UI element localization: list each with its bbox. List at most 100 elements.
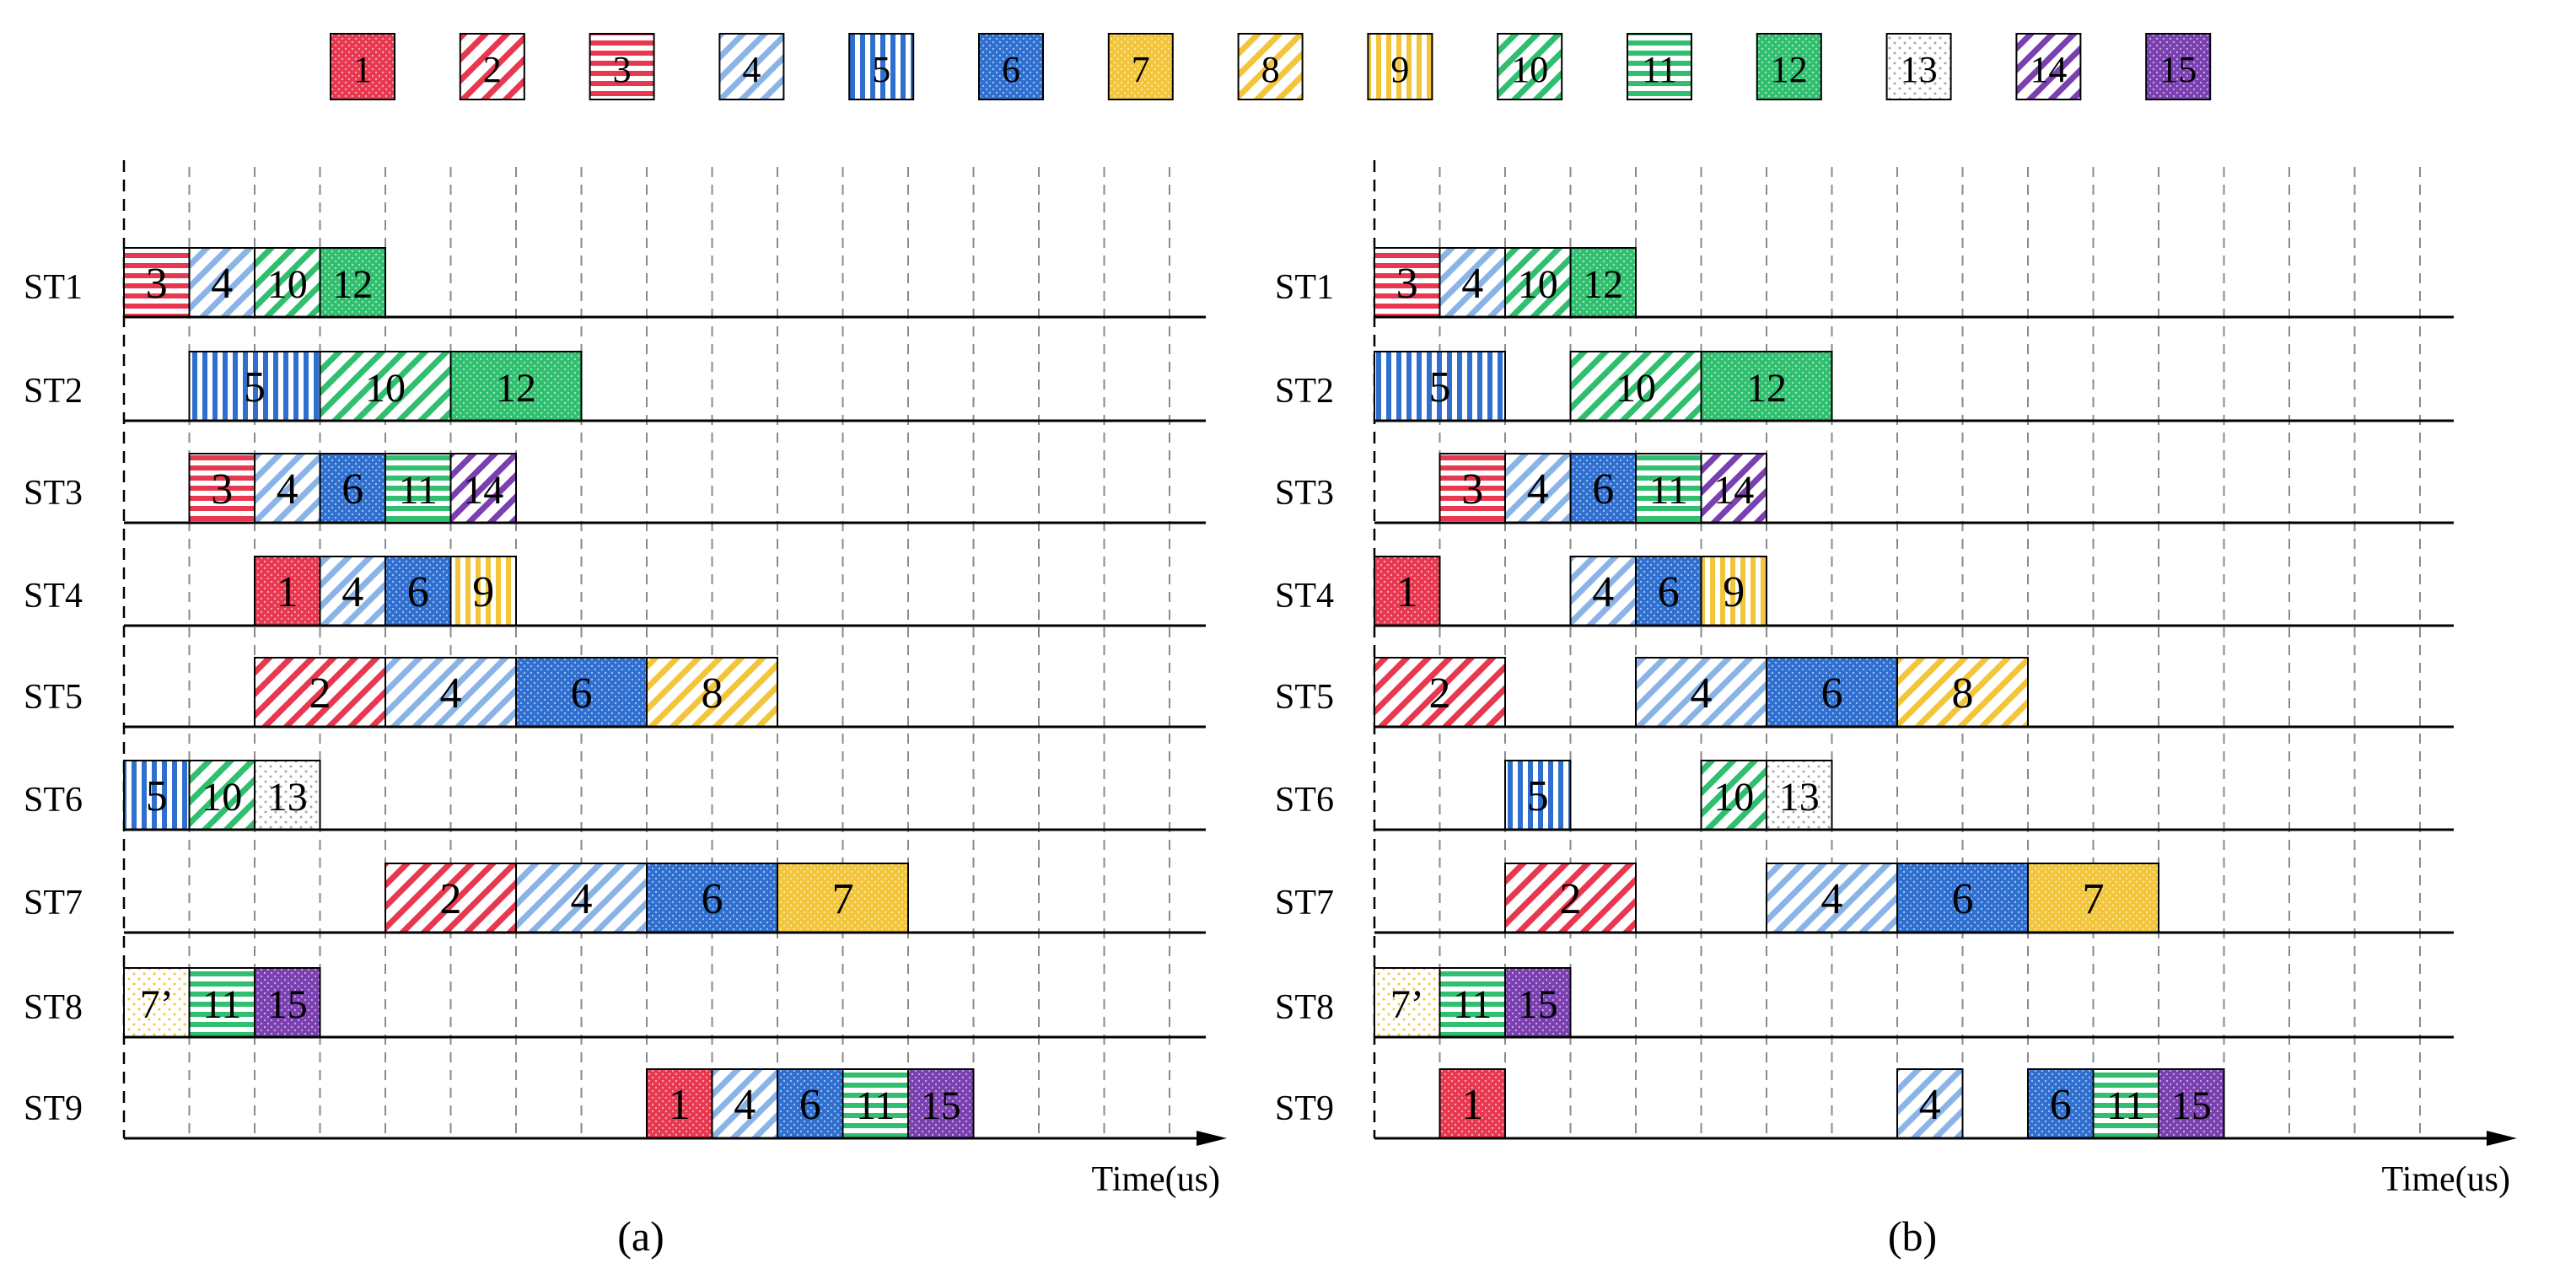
row-st3: ST3 3 4 6 11 14 [1275, 453, 2454, 524]
row-st6: ST6 5 10 13 [1275, 760, 2454, 831]
task-label: 10 [267, 262, 308, 307]
legend-swatch-8 [1237, 33, 1304, 100]
legend-label-4: 4 [742, 49, 761, 90]
task-3: 3 [123, 247, 191, 318]
task-bar [646, 657, 778, 728]
task-3: 3 [1439, 453, 1506, 524]
row-st7: ST7 2 4 6 7 [24, 863, 1206, 934]
task-6: 6 [646, 863, 778, 933]
task-label: 4 [277, 465, 298, 513]
row-st2: ST2 5 10 12 [24, 351, 1206, 422]
legend-item-11: 11 [1627, 33, 1692, 100]
task-6: 6 [319, 453, 386, 524]
task-bar [188, 453, 255, 524]
task-9: 9 [1700, 556, 1767, 626]
task-15: 15 [2158, 1068, 2225, 1139]
task-bar [1569, 556, 1637, 626]
task-5: 5 [123, 760, 191, 831]
task-label: 11 [1649, 468, 1688, 513]
task-label: 8 [702, 669, 723, 718]
legend-swatch-13 [1885, 33, 1952, 100]
task-bar [1766, 863, 1898, 933]
task-4: 4 [319, 556, 386, 626]
task-bar [1504, 863, 1637, 933]
task-3: 3 [188, 453, 255, 524]
task-13: 13 [1766, 760, 1833, 831]
task-label: 10 [202, 775, 242, 820]
row-st3: ST3 3 4 6 11 14 [24, 453, 1206, 524]
task-6: 6 [2027, 1068, 2095, 1139]
legend-swatch-11 [1627, 33, 1692, 100]
task-6: 6 [1896, 863, 2029, 933]
task-2: 2 [1374, 657, 1506, 728]
legend-item-5: 5 [848, 33, 915, 100]
task-1: 1 [254, 556, 321, 626]
task-label: 6 [571, 669, 593, 718]
task-bar [1766, 657, 1898, 728]
task-bar [1896, 1068, 1964, 1139]
task-10: 10 [1569, 351, 1702, 422]
row-label: ST9 [24, 1089, 83, 1128]
task-label: 6 [407, 568, 429, 616]
legend-item-4: 4 [718, 33, 785, 100]
row-st1: ST1 3 4 10 12 [1275, 247, 2454, 319]
task-7p: 7’ [1374, 967, 1441, 1038]
row-label: ST1 [1275, 268, 1334, 307]
task-label: 9 [1723, 568, 1745, 616]
task-4: 4 [1439, 247, 1506, 318]
task-label: 2 [1560, 875, 1582, 923]
task-bar [1439, 453, 1506, 524]
task-label: 5 [244, 363, 266, 411]
task-4: 4 [1635, 657, 1767, 728]
task-bar [254, 556, 321, 626]
task-label: 10 [1616, 366, 1656, 411]
task-bar [1504, 760, 1572, 831]
grid-lines [188, 167, 1170, 1138]
legend-swatch-6 [978, 33, 1044, 100]
task-12: 12 [319, 247, 386, 318]
task-9: 9 [449, 556, 517, 626]
task-label: 3 [1461, 465, 1483, 513]
row-label: ST7 [24, 884, 83, 922]
task-label: 5 [1527, 772, 1549, 820]
task-4: 4 [188, 247, 255, 318]
task-bar [1700, 453, 1767, 524]
row-label: ST6 [1275, 781, 1334, 820]
task-label: 4 [571, 875, 593, 923]
row-label: ST5 [1275, 678, 1334, 717]
task-11: 11 [842, 1068, 909, 1139]
task-label: 6 [341, 465, 363, 513]
row-label: ST3 [24, 474, 83, 513]
task-bar [1569, 351, 1702, 422]
task-label: 13 [267, 775, 308, 820]
task-10: 10 [1504, 247, 1572, 318]
row-st4: ST4 1 4 6 9 [24, 556, 1206, 627]
legend-item-13: 13 [1885, 33, 1952, 100]
task-5: 5 [1374, 351, 1506, 422]
legend-label-1: 1 [353, 49, 372, 90]
row-label: ST8 [24, 988, 83, 1027]
task-7: 7 [777, 863, 909, 933]
time-axis-arrow [2487, 1131, 2517, 1146]
task-bar [254, 760, 321, 831]
task-8: 8 [646, 657, 778, 728]
task-label: 2 [440, 875, 462, 923]
row-label: ST3 [1275, 474, 1334, 513]
task-label: 2 [1429, 669, 1451, 718]
legend-swatch-5 [848, 33, 915, 100]
task-label: 6 [1658, 568, 1680, 616]
task-bar [1439, 247, 1506, 318]
task-label: 4 [1592, 568, 1614, 616]
task-label: 4 [1691, 669, 1713, 718]
task-bar [1766, 760, 1833, 831]
task-11: 11 [1635, 453, 1702, 524]
task-label: 9 [472, 568, 494, 616]
task-4: 4 [1504, 453, 1572, 524]
task-label: 7’ [140, 982, 174, 1027]
task-bar [2092, 1068, 2159, 1139]
task-4: 4 [1766, 863, 1898, 933]
row-st7: ST7 2 4 6 7 [1275, 863, 2454, 934]
legend-label-11: 11 [1642, 49, 1677, 90]
task-bar [646, 1068, 713, 1139]
